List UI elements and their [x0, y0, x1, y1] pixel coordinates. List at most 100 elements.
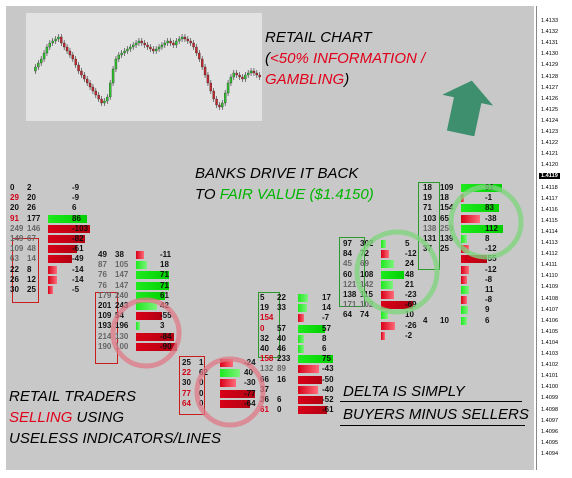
delta-bar-positive: [136, 291, 165, 300]
delta-bar-positive: [298, 345, 304, 353]
footprint-row: 149 67 -82: [10, 234, 90, 244]
delta-bar-positive: [136, 322, 141, 331]
footprint-delta-value: -12: [485, 244, 497, 254]
footprint-bid-volume: 154: [260, 313, 274, 323]
footprint-ask-volume: 1: [199, 358, 204, 367]
price-tick-label: 1.4112: [541, 251, 558, 258]
footprint-row: 26 12 -14: [10, 275, 90, 285]
footprint-bid-volume: 5: [260, 293, 265, 302]
footprint-row: 5 22 17: [260, 293, 340, 303]
price-tick-label: 1.4105: [541, 328, 559, 335]
footprint-ask-volume: 74: [360, 310, 369, 320]
banks-caption: BANKS DRIVE IT BACK TO FAIR VALUE ($1.41…: [195, 163, 374, 205]
footprint-row: 132 89 -43: [260, 364, 340, 374]
delta-caption-line1: DELTA IS SIMPLY: [343, 383, 465, 400]
footprint-ask-volume: 146: [27, 223, 41, 233]
retail-candle: [126, 48, 129, 52]
price-tick-label: 1.4125: [541, 106, 559, 113]
footprint-ask-volume: 25: [27, 285, 36, 294]
retail-candle: [51, 40, 54, 44]
footprint-bid-volume: 76: [98, 270, 107, 280]
delta-bar-negative: [381, 321, 395, 330]
footprint-bid-volume: 97: [343, 239, 352, 248]
footprint-ask-volume: 243: [115, 301, 129, 310]
footprint-row: 214 130 -84: [98, 332, 178, 342]
footprint-delta-value: -26: [405, 320, 417, 330]
retail-candle: [198, 52, 201, 60]
retail-candle: [200, 58, 204, 68]
delta-bar-negative: [298, 396, 323, 404]
retail-chart-caption: RETAIL CHART (<50% INFORMATION / GAMBLIN…: [265, 27, 425, 90]
footprint-delta-value: 14: [322, 303, 331, 313]
footprint-row: 76 147 71: [98, 270, 178, 280]
footprint-row: 9: [423, 305, 503, 315]
delta-bar-positive: [136, 271, 169, 280]
delta-bar-positive: [298, 294, 309, 302]
delta-bar-negative: [48, 245, 77, 254]
footprint-bid-volume: 64: [182, 398, 191, 408]
footprint-delta-value: 83: [485, 203, 494, 213]
footprint-row: 103 65 -38: [423, 214, 503, 224]
delta-bar-negative: [461, 214, 480, 223]
footprint-delta-value: -43: [322, 364, 334, 374]
footprint-row: 109 48 -61: [10, 244, 90, 254]
price-tick-label: 1.4118: [541, 184, 558, 191]
footprint-row: 64 74 10: [343, 310, 423, 320]
retail-candle: [209, 82, 212, 92]
price-tick-label: 1.4095: [541, 439, 559, 446]
footprint-bid-volume: 60: [343, 269, 352, 279]
banks-caption-line1: BANKS DRIVE IT BACK: [195, 165, 359, 182]
retail-candle: [180, 36, 184, 40]
retail-traders-caption: RETAIL TRADERS SELLING USING USELESS IND…: [9, 386, 221, 449]
footprint-bid-volume: 30: [10, 285, 19, 294]
retail-candle: [146, 44, 149, 48]
footprint-delta-value: 57: [322, 323, 331, 333]
footprint-row: 61 0 -61: [260, 405, 340, 415]
price-tick-label: 1.4121: [541, 151, 559, 158]
footprint-delta-value: 11: [485, 285, 494, 294]
footprint-bid-volume: 77: [182, 388, 191, 398]
retail-candle: [157, 46, 161, 50]
footprint-ask-volume: 65: [440, 213, 449, 223]
footprint-row: 87 105 18: [98, 260, 178, 270]
footprint-ask-volume: 2: [27, 183, 32, 192]
retail-candle: [83, 74, 86, 80]
footprint-ask-volume: 100: [115, 341, 129, 351]
delta-bar-positive: [461, 316, 467, 325]
footprint-row: 4 10 6: [423, 316, 503, 326]
delta-bar-positive: [381, 311, 389, 320]
footprint-row: 91 177 86: [10, 214, 90, 224]
delta-bar-negative: [48, 235, 86, 243]
footprint-row: -55: [423, 254, 503, 264]
delta-bar-positive: [381, 240, 387, 248]
footprint-row: 25 1 -24: [182, 358, 262, 368]
footprint-delta-value: -52: [322, 395, 334, 404]
retail-candle: [42, 52, 46, 60]
delta-bar-positive: [298, 324, 325, 333]
footprint-bid-volume: 61: [260, 405, 269, 415]
footprint-ask-volume: 40: [277, 333, 286, 343]
price-tick-label: 1.4097: [541, 417, 559, 424]
retail-caption-line1: RETAIL CHART: [265, 29, 372, 46]
delta-bar-positive: [461, 184, 503, 192]
retail-candle: [183, 36, 187, 40]
footprint-row: 138 250 112: [423, 224, 503, 234]
retail-candle: [63, 42, 66, 48]
footprint-bid-volume: 131: [423, 234, 437, 243]
retail-candle: [71, 54, 75, 60]
footprint-delta-value: -7: [322, 313, 330, 323]
footprint-delta-value: 21: [405, 279, 414, 289]
price-tick-label: 1.4124: [541, 117, 559, 124]
footprint-ask-volume: 20: [27, 193, 36, 203]
retail-candle: [152, 48, 155, 52]
footprint-bid-volume: 66: [260, 374, 269, 384]
footprint-delta-value: 3: [160, 321, 165, 331]
retail-candle: [39, 58, 43, 64]
price-tick-label: 1.4099: [541, 395, 559, 402]
footprint-row: 37 -40: [260, 385, 340, 395]
footprint-delta-value: -61: [322, 405, 334, 415]
footprint-delta-value: -50: [322, 374, 334, 384]
retail-candle: [65, 46, 69, 52]
footprint-bid-volume: 4: [423, 315, 428, 325]
retail-candle: [235, 72, 238, 76]
